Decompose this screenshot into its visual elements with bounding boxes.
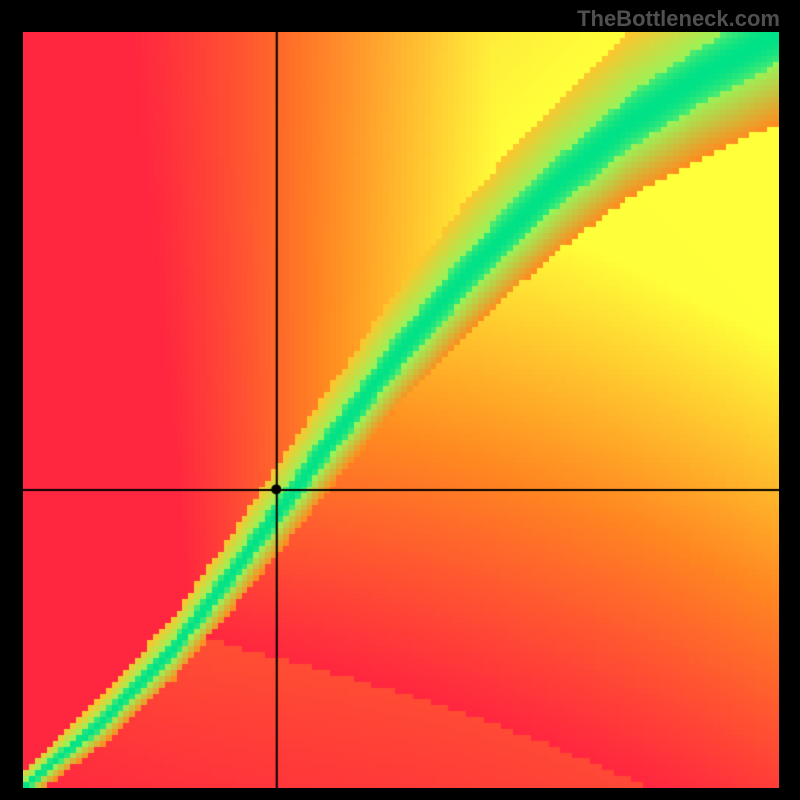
chart-container: { "watermark": { "text": "TheBottleneck.… [0,0,800,800]
crosshair-overlay [23,32,779,788]
watermark-text: TheBottleneck.com [577,6,780,32]
